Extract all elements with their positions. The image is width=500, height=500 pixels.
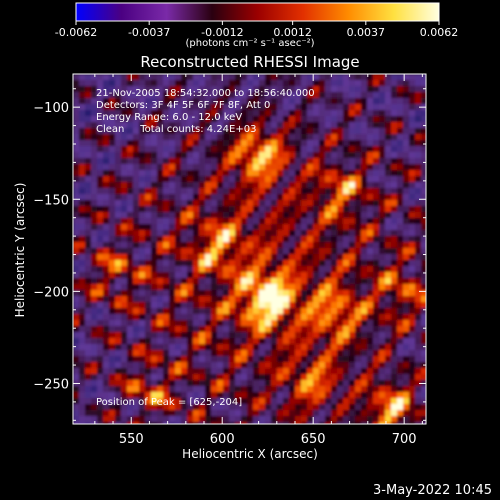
colorbar-ticks: -0.0062 -0.0037 -0.0012 0.0012 0.0037 0.0062 — [55, 21, 458, 39]
colorbar-tick-label: -0.0062 — [55, 26, 97, 39]
x-tick-label: 550 — [119, 432, 144, 447]
axis-ticks: 550 600 650 700 −100 −150 −200 −250 — [33, 74, 426, 447]
colorbar-tick-label: 0.0012 — [273, 26, 312, 39]
y-tick-label: −150 — [33, 193, 69, 208]
colorbar — [75, 2, 440, 22]
y-axis-label: Heliocentric Y (arcsec) — [13, 182, 27, 318]
annotation-detectors: Detectors: 3F 4F 5F 6F 7F 8F, Att 0 — [96, 100, 271, 111]
y-tick-label: −250 — [33, 377, 69, 392]
y-tick-label: −100 — [33, 101, 69, 116]
x-axis-label: Heliocentric X (arcsec) — [182, 447, 318, 461]
colorbar-tick-label: 0.0037 — [347, 26, 386, 39]
chart-title: Reconstructed RHESSI Image — [140, 53, 360, 71]
annotation-time: 21-Nov-2005 18:54:32.000 to 18:56:40.000 — [96, 88, 315, 99]
plot-frame — [72, 73, 427, 425]
annotation-energy: Energy Range: 6.0 - 12.0 keV — [96, 112, 243, 123]
colorbar-tick-label: -0.0037 — [128, 26, 170, 39]
x-tick-label: 600 — [210, 432, 235, 447]
x-tick-label: 700 — [392, 432, 417, 447]
colorbar-tick-label: 0.0062 — [420, 26, 459, 39]
y-tick-label: −200 — [33, 285, 69, 300]
colorbar-tick-label: -0.0012 — [201, 26, 243, 39]
footer-timestamp: 3-May-2022 10:45 — [373, 483, 492, 498]
annotation-method: Clean Total counts: 4.24E+03 — [96, 124, 257, 135]
heatmap-image — [73, 74, 426, 424]
annotation-peak: Position of Peak = [625,-204] — [96, 397, 243, 408]
x-tick-label: 650 — [301, 432, 326, 447]
colorbar-units: (photons cm⁻² s⁻¹ asec⁻²) — [185, 38, 315, 49]
